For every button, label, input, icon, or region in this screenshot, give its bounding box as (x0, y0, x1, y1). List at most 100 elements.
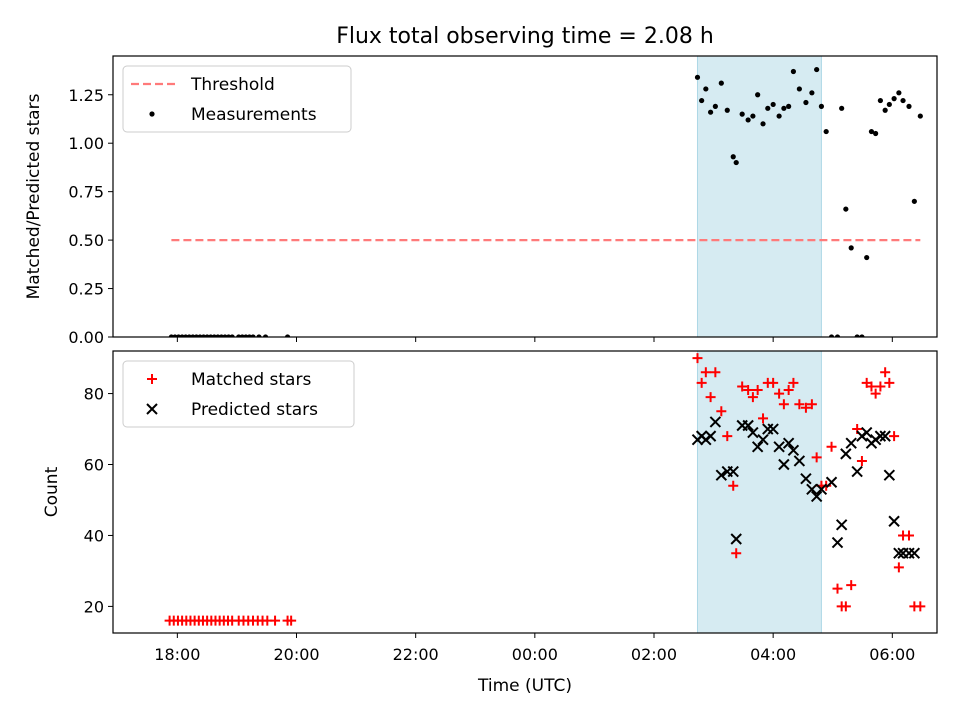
y-tick-label: 0.50 (68, 231, 104, 250)
matched-star-point (794, 399, 805, 410)
matched-star-point (832, 583, 843, 594)
matched-star-point (840, 601, 851, 612)
predicted-star-point (773, 441, 785, 453)
predicted-star-point (787, 444, 800, 457)
predicted-star-point (810, 490, 823, 503)
x-axis-label: Time (UTC) (477, 676, 572, 696)
matched-star-point (747, 392, 758, 403)
measurement-point (707, 109, 714, 115)
predicted-star-point (825, 476, 838, 488)
predicted-star-point (730, 533, 742, 545)
matched-star-point (788, 377, 799, 388)
measurement-point (873, 130, 879, 137)
matched-star-point (716, 406, 727, 417)
matched-star-point (806, 399, 817, 410)
measurement-point (848, 245, 854, 251)
matched-star-point (270, 615, 281, 626)
matched-star-point (880, 367, 891, 378)
predicted-star-point (715, 469, 728, 481)
y-axis-label: Count (42, 466, 62, 517)
y-tick-label: 1.00 (68, 134, 104, 153)
matched-star-point (866, 381, 877, 392)
y-tick-label: 0.00 (68, 328, 104, 347)
measurement-point (818, 103, 825, 109)
matched-star-point (893, 562, 904, 573)
measurement-point (765, 105, 771, 111)
measurement-point (750, 113, 756, 119)
axes-frame (112, 350, 938, 634)
matched-star-point (728, 480, 739, 491)
bottom-panel: 20 40 60 80 18:00 20:00 22:00 00:00 02:00 04:00 06… (42, 350, 938, 696)
matched-star-point (884, 377, 895, 388)
predicted-star-point (727, 465, 739, 478)
x-tick-label: 22:00 (393, 645, 439, 664)
x-tick-label: 00:00 (512, 645, 558, 664)
matched-star-point (778, 399, 789, 410)
predicted-star-point (815, 483, 828, 496)
legend: Threshold Measurements (122, 65, 352, 133)
measurement-point (917, 113, 923, 119)
measurement-point (843, 206, 849, 212)
measurement-point (703, 86, 709, 92)
measurement-point (284, 334, 291, 337)
measurement-point (694, 74, 701, 80)
legend-box (122, 360, 355, 428)
matched-star-point (758, 413, 769, 424)
measurement-point (868, 128, 875, 135)
measurement-point (900, 97, 906, 104)
measurement-point (877, 97, 883, 104)
legend: Matched stars Predicted stars (122, 360, 355, 428)
measurement-point (882, 107, 888, 113)
figure-title: Flux total observing time = 2.08 h (336, 24, 714, 49)
measurement-point (712, 103, 718, 109)
y-tick-label: 0.25 (68, 280, 104, 299)
x-tick-label: 18:00 (154, 645, 200, 664)
y-tick-label: 80 (84, 385, 104, 404)
matched-star-point (915, 601, 926, 612)
legend-label: Measurements (191, 105, 317, 125)
plot-marks (164, 353, 926, 626)
predicted-star-point (888, 515, 900, 527)
predicted-star-point (831, 536, 844, 549)
measurement-point (781, 105, 787, 111)
predicted-star-point (767, 423, 779, 435)
measurement-point (896, 90, 902, 96)
measurement-point (760, 121, 766, 127)
measurement-point (823, 128, 829, 135)
observing-interval-band (696, 55, 822, 338)
predicted-star-point (800, 472, 812, 485)
predicted-star-point (879, 430, 891, 442)
y-tick-label: 20 (84, 597, 104, 616)
matched-star-point (800, 402, 811, 413)
measurement-point (839, 105, 845, 111)
measurement-point (859, 334, 865, 337)
matched-star-point (737, 381, 748, 392)
measurement-point (809, 90, 815, 96)
measurement-point (718, 80, 724, 86)
matched-star-point (705, 392, 716, 403)
predicted-star-point (806, 483, 818, 496)
measurement-point (770, 101, 776, 108)
matched-star-point (870, 388, 881, 399)
x-tick-label: 02:00 (631, 645, 677, 664)
matched-star-point (286, 615, 297, 626)
y-tick-label: 0.75 (68, 183, 104, 202)
measurement-point (911, 198, 917, 204)
matched-star-point (889, 431, 900, 442)
predicted-star-point (893, 547, 905, 559)
predicted-star-point (704, 430, 717, 442)
measurement-point (724, 107, 730, 113)
legend-matched-swatch (147, 374, 157, 384)
measurement-point (755, 92, 761, 98)
plot-marks (168, 66, 923, 337)
predicted-star-point (883, 469, 896, 481)
measurement-point (828, 334, 835, 337)
legend-label: Matched stars (191, 370, 311, 390)
predicted-star-point (709, 416, 722, 428)
measurement-point (891, 96, 897, 102)
measurement-point (730, 154, 736, 160)
measurement-point (796, 86, 802, 92)
matched-star-point (774, 388, 785, 399)
measurement-point (786, 103, 792, 109)
